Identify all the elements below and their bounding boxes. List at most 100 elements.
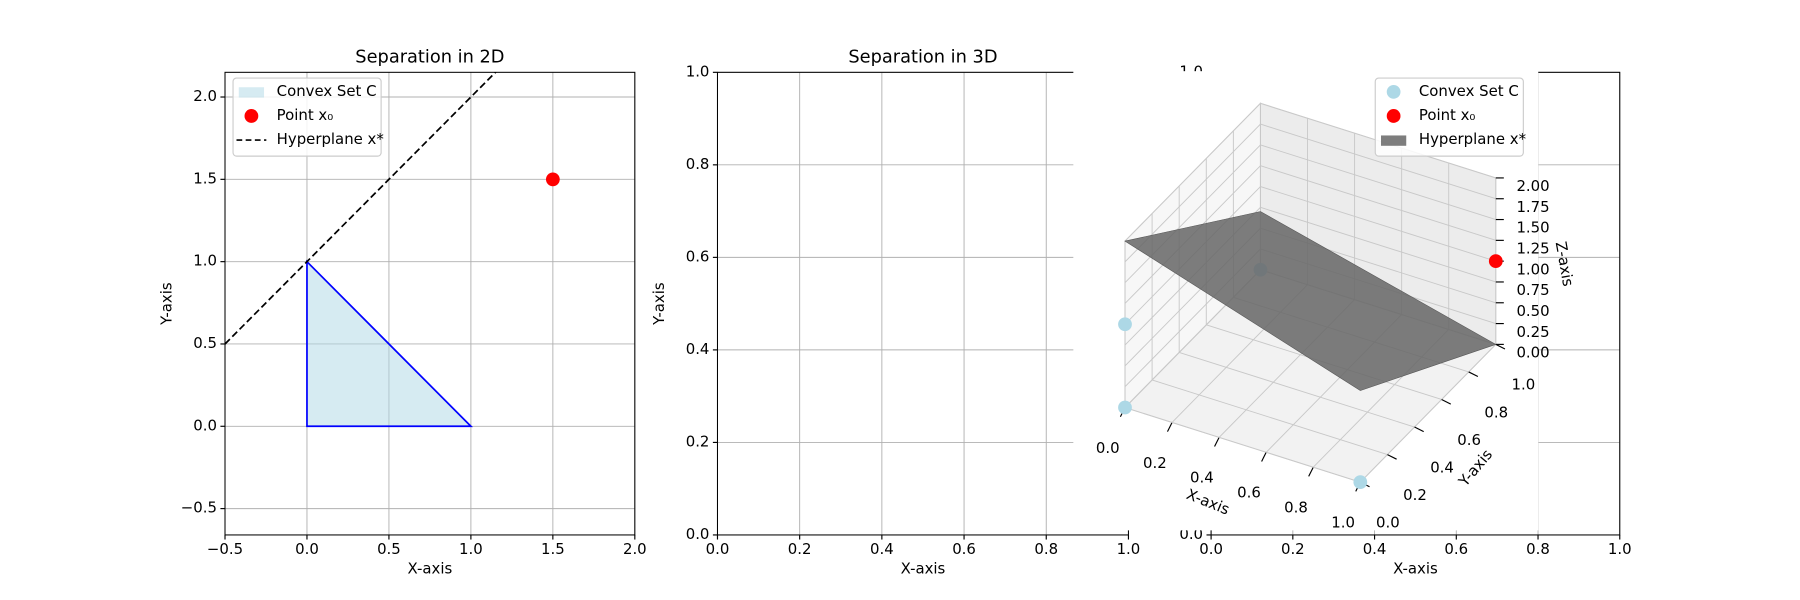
grid-line [1260,165,1496,241]
z-tick-label: 1.00 [1516,260,1549,278]
legend-box [232,77,382,157]
x-tick-label: 0.8 [1526,540,1550,558]
point [545,172,560,187]
y-tick-label: 0.6 [686,247,710,265]
y-tick-label: 0.2 [1403,486,1427,504]
x-tick-label: 0.0 [706,540,730,558]
axes-frame [716,71,1129,536]
y-tick-label: 1.0 [686,62,710,80]
hyperplane-line [225,72,497,345]
grid-line [1124,102,1261,242]
point [1118,317,1132,332]
y-tick-label: 0.6 [1457,431,1481,449]
x-tick-label: 0.4 [1363,540,1387,558]
legend-label: Convex Set C [277,82,377,100]
legend: Convex Set C Point x₀ Hyperplane x* [232,77,385,157]
x-axis-label: X-axis [408,559,453,577]
tick [1261,452,1267,462]
point [1118,400,1132,415]
y-tick-label: 1.0 [193,252,217,270]
y-tick-label: 1.5 [193,169,217,187]
y-axis-label: Y-axis [158,282,176,326]
legend-swatch [1380,135,1407,146]
y-tick-label: 0.4 [1430,458,1454,476]
chart-title: Separation in 2D [355,46,504,67]
grid-line [1260,186,1496,262]
y-tick-label: 0.2 [686,432,710,450]
x-tick-label: 0.8 [1284,499,1308,517]
x-tick-label: 0.2 [1281,540,1305,558]
tick [1468,371,1479,378]
legend-label: Point x₀ [1419,106,1476,124]
z-tick-label: 0.50 [1516,302,1549,320]
grid-line [1260,144,1496,220]
grid-line [1151,379,1388,456]
tick [1414,426,1424,433]
legend: Convex Set C Point x₀ Hyperplane x* [1374,77,1527,157]
x-tick-label: 2.0 [623,540,647,558]
x-tick-label: 1.0 [1331,513,1355,531]
legend-marker [244,109,259,123]
legend-label: Convex Set C [1419,82,1519,100]
y-axis-label: Y-axis [650,282,668,326]
x-tick-label: 0.0 [1199,540,1223,558]
x-tick-label: 1.0 [1608,540,1632,558]
tick [1308,466,1314,477]
y-tick-label: 0.0 [1376,513,1400,531]
y-tick-label: −0.5 [181,499,217,517]
y-tick-label: 0.5 [193,334,217,352]
x-axis-label: X-axis [1393,559,1438,577]
grid-line [1260,206,1496,283]
y-tick-label: 2.0 [193,87,217,105]
x-tick-label: 0.2 [1143,454,1167,472]
tick [1495,343,1506,350]
convex-set [306,259,473,428]
y-tick-label: 0.8 [1484,403,1508,421]
x-tick-label: 0.4 [1190,469,1214,487]
legend-label: Point x₀ [277,106,334,124]
axes-frame [224,71,636,536]
x-tick-label: 1.0 [459,540,483,558]
y-tick-label: 0.0 [193,416,217,434]
z-tick-label: 1.75 [1516,198,1549,216]
x-tick-label: 0.5 [377,540,401,558]
z-tick-label: 0.25 [1516,323,1549,341]
x-tick-label: 0.4 [870,540,894,558]
legend-label: Hyperplane x* [277,130,385,148]
legend-box [1374,77,1524,157]
z-tick-label: 1.25 [1516,240,1549,258]
legend-label: Hyperplane x* [1419,130,1527,148]
x-tick-label: −0.5 [207,540,243,558]
x-axis-label: X-axis [901,559,946,577]
x-tick-label: 0.0 [1096,439,1120,457]
point [1488,254,1503,269]
grid-line [1260,123,1496,200]
grid-line [1124,144,1261,284]
x-tick-label: 1.5 [541,540,565,558]
x-tick-label: 0.6 [952,540,976,558]
x-tick-label: 0.6 [1237,484,1261,502]
z-axis-label: Z-axis [1552,240,1578,288]
z-tick-label: 0.00 [1516,344,1549,362]
legend-swatch [238,87,265,98]
plot-area [225,72,560,428]
grid-line [1179,351,1415,428]
z-tick-label: 1.50 [1516,219,1549,237]
z-tick-label: 0.75 [1516,281,1549,299]
grid-line [1124,407,1361,483]
z-tick-label: 2.00 [1516,177,1549,195]
tick [1441,398,1452,405]
tick [1387,454,1397,460]
hyperplane-surface [1124,211,1497,391]
x-tick-label: 0.2 [788,540,812,558]
grid-line [1360,344,1497,483]
y-tick-label: 0.0 [686,525,710,543]
chart-title: Separation in 3D [848,46,997,67]
x-tick-label: 1.0 [1117,540,1141,558]
legend-marker [1386,109,1401,123]
legend-marker [1386,84,1401,99]
tick [1214,437,1220,447]
y-tick-label: 0.8 [686,155,710,173]
point [1353,475,1368,490]
